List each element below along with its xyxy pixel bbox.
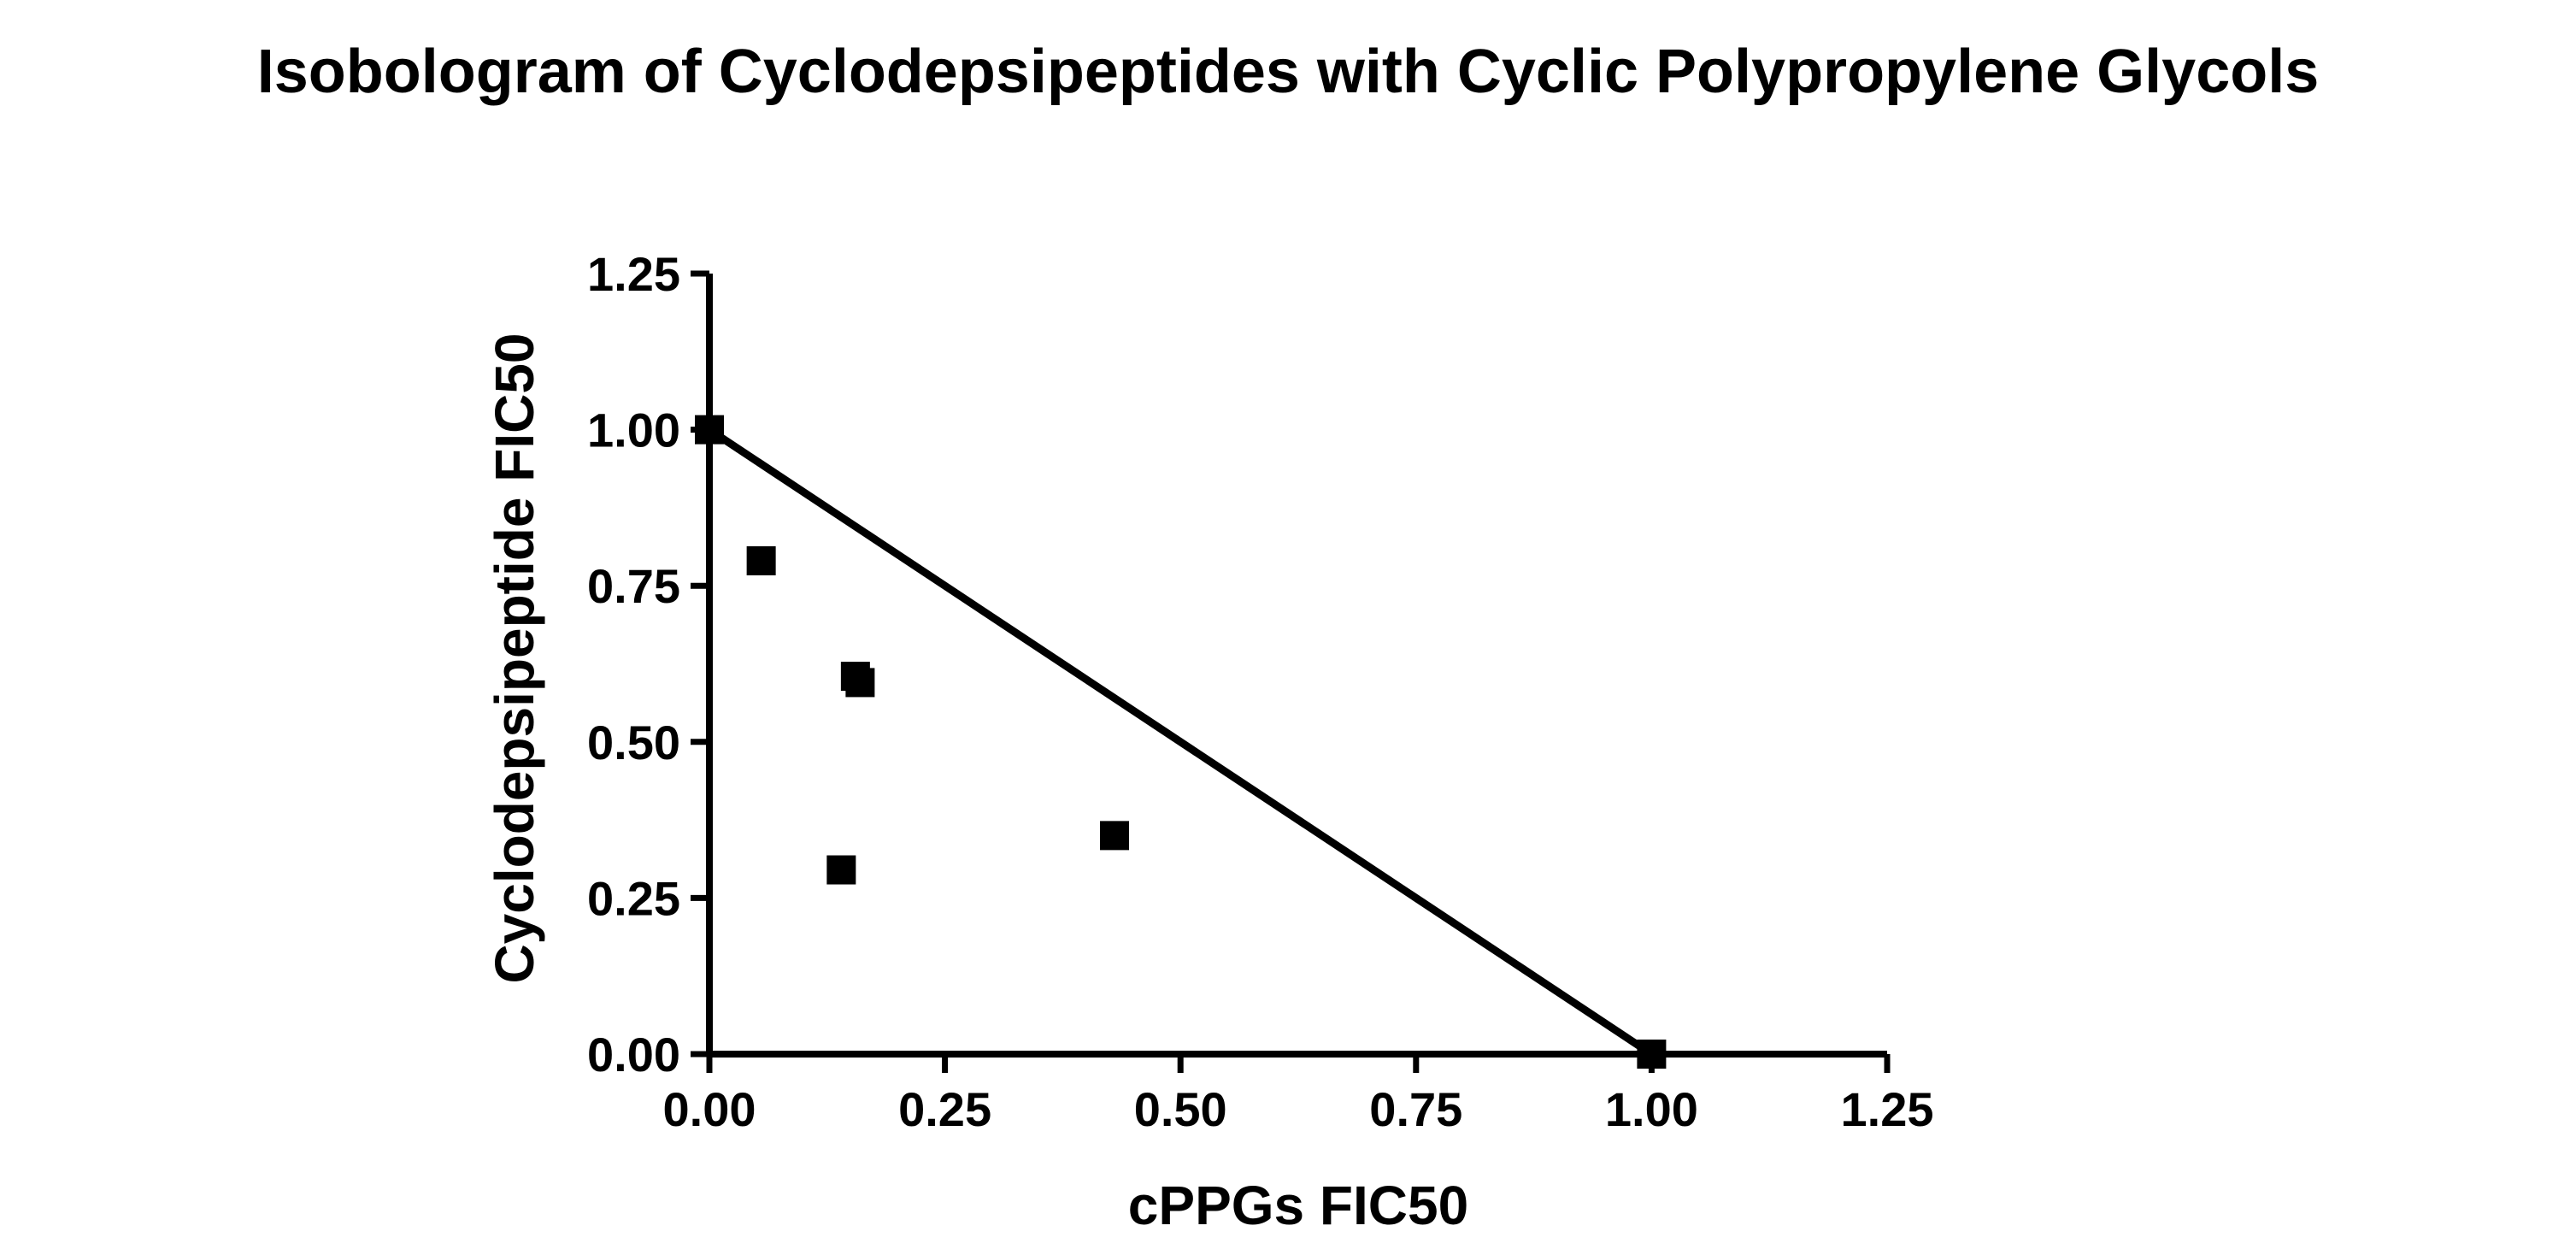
y-tick-label: 0.50 [587,716,680,769]
x-tick-label: 0.50 [1134,1082,1227,1136]
y-tick-label: 1.25 [587,247,680,301]
x-axis-label: cPPGs FIC50 [1128,1175,1468,1236]
tick-labels: 0.00 0.25 0.50 0.75 1.00 1.25 0.00 0.25 0.50 0.75… [587,247,1934,1136]
axes [706,274,1887,1058]
data-point [746,545,776,575]
x-tick-label: 1.00 [1605,1082,1698,1136]
data-series [695,415,1667,1069]
data-point [1100,821,1130,851]
data-point [695,415,724,445]
x-tick-label: 0.75 [1369,1082,1462,1136]
y-axis-label: Cyclodepsipeptide FIC50 [484,333,545,983]
additivity-line [707,426,1654,1058]
y-tick-label: 0.00 [587,1028,680,1081]
y-tick-label: 1.00 [587,404,680,457]
x-tick-label: 0.25 [898,1082,991,1136]
data-point [1637,1040,1667,1069]
y-tick-label: 0.75 [587,559,680,613]
chart-title: Isobologram of Cyclodepsipeptides with C… [257,38,2320,106]
data-point [845,668,875,698]
x-tick-label: 1.25 [1841,1082,1934,1136]
x-tick-label: 0.00 [663,1082,756,1136]
data-point [826,855,856,885]
y-tick-label: 0.25 [587,871,680,925]
